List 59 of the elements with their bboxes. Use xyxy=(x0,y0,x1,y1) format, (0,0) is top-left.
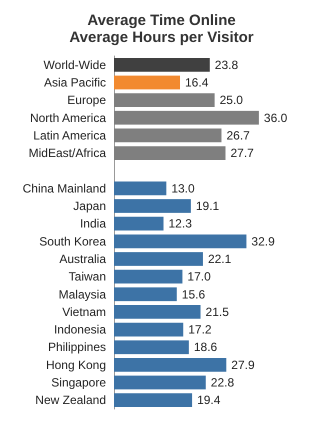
y-tick-label: MidEast/Africa xyxy=(28,146,106,160)
bar xyxy=(114,234,246,248)
y-tick-label: World-Wide xyxy=(44,58,106,72)
y-tick-label: Indonesia xyxy=(54,322,106,337)
bar xyxy=(114,322,184,336)
data-label: 17.2 xyxy=(188,322,212,337)
y-tick-label: New Zealand xyxy=(35,393,106,408)
y-tick-label: Singapore xyxy=(51,376,106,390)
y-tick-label: Malaysia xyxy=(58,287,106,302)
data-label: 12.3 xyxy=(168,216,192,231)
bar xyxy=(114,110,259,125)
y-tick-label: South Korea xyxy=(39,234,106,248)
data-label: 16.4 xyxy=(185,75,209,90)
y-tick-label: Australia xyxy=(59,252,106,266)
bar xyxy=(114,393,192,408)
bar xyxy=(114,358,226,372)
data-label: 18.6 xyxy=(194,340,218,354)
chart-title: Average Time Online xyxy=(87,12,236,29)
bar xyxy=(114,305,201,319)
y-tick-label: Europe xyxy=(67,93,106,108)
bar xyxy=(114,76,180,90)
data-label: 27.7 xyxy=(230,146,254,160)
data-label: 32.9 xyxy=(251,234,276,248)
y-tick-label: China Mainland xyxy=(22,181,106,196)
bar xyxy=(114,199,191,213)
bar xyxy=(114,252,203,266)
bar xyxy=(114,216,164,231)
data-label: 19.1 xyxy=(196,199,220,214)
data-label: 36.0 xyxy=(264,110,288,125)
data-label: 22.8 xyxy=(210,376,234,390)
data-label: 21.5 xyxy=(206,304,230,319)
bar xyxy=(114,58,210,72)
data-label: 19.4 xyxy=(197,393,221,408)
data-label: 15.6 xyxy=(182,287,206,302)
bar xyxy=(114,146,226,160)
y-tick-label: Latin America xyxy=(33,128,106,142)
chart-subtitle: Average Hours per Visitor xyxy=(69,29,254,46)
y-tick-label: Japan xyxy=(73,199,106,214)
bar xyxy=(114,128,222,142)
bar xyxy=(114,340,189,354)
y-tick-label: North America xyxy=(30,110,106,125)
y-tick-label: Philippines xyxy=(48,340,106,354)
y-tick-label: Hong Kong xyxy=(46,358,106,372)
data-label: 22.1 xyxy=(208,252,232,266)
y-tick-label: India xyxy=(80,216,106,231)
data-label: 17.0 xyxy=(187,270,212,284)
bar xyxy=(114,376,206,390)
data-label: 27.9 xyxy=(231,358,255,372)
bar xyxy=(114,181,166,196)
y-tick-label: Taiwan xyxy=(68,270,106,284)
data-label: 26.7 xyxy=(226,128,250,142)
bar xyxy=(114,93,215,108)
bar xyxy=(114,287,177,302)
data-label: 25.0 xyxy=(220,93,244,108)
y-tick-label: Vietnam xyxy=(62,304,106,319)
data-label: 23.8 xyxy=(214,58,238,72)
y-tick-label: Asia Pacific xyxy=(44,75,106,90)
data-label: 13.0 xyxy=(171,181,196,196)
bar xyxy=(114,270,182,284)
